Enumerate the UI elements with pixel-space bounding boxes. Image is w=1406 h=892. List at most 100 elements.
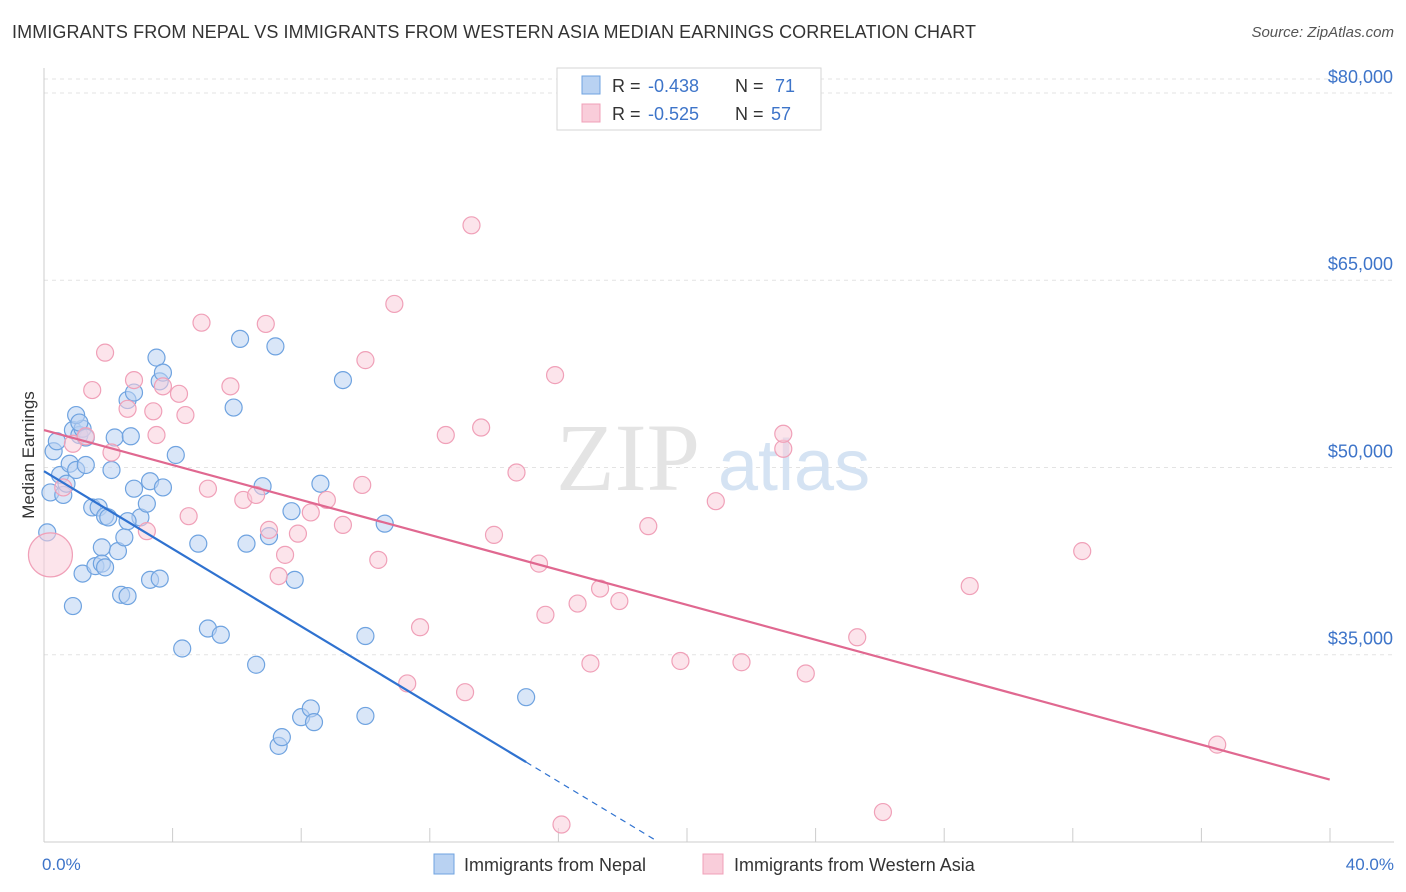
points-layer — [27, 216, 1227, 834]
point-nepal — [224, 398, 243, 417]
point-western-asia — [95, 343, 115, 362]
point-nepal — [304, 713, 324, 732]
point-western-asia — [169, 384, 189, 403]
point-western-asia — [118, 399, 137, 418]
point-western-asia — [153, 377, 173, 396]
point-nepal — [356, 626, 375, 646]
point-western-asia — [288, 524, 308, 543]
point-western-asia — [455, 683, 475, 702]
legend-n-value-nepal: 71 — [775, 76, 795, 96]
point-nepal — [230, 329, 250, 348]
point-western-asia — [410, 618, 430, 637]
point-western-asia — [356, 351, 375, 370]
legend-n-label-nepal: N = — [735, 76, 764, 96]
point-western-asia — [259, 520, 279, 540]
point-western-asia — [333, 515, 353, 535]
chart-source: Source: ZipAtlas.com — [1251, 24, 1394, 41]
point-nepal — [92, 538, 111, 557]
point-western-asia — [462, 216, 481, 235]
point-western-asia — [732, 653, 751, 672]
point-western-asia — [269, 566, 288, 586]
point-western-asia — [179, 507, 198, 526]
point-nepal — [266, 337, 285, 356]
legend-swatch-nepal — [581, 75, 601, 95]
legend-r-value-nepal: -0.438 — [648, 76, 699, 96]
series-legend-label-western-asia: Immigrants from Western Asia — [734, 855, 976, 875]
chart-title: IMMIGRANTS FROM NEPAL VS IMMIGRANTS FROM… — [12, 22, 977, 42]
point-western-asia — [192, 313, 211, 332]
watermark-zip: ZIP — [556, 404, 700, 511]
trend-layer — [43, 428, 1331, 841]
y-tick-label: $50,000 — [1328, 441, 1393, 461]
axes-layer — [43, 68, 1394, 843]
point-nepal — [282, 502, 301, 521]
point-western-asia — [774, 424, 793, 443]
point-western-asia — [848, 628, 867, 647]
point-western-asia — [275, 545, 295, 564]
point-western-asia — [671, 651, 690, 671]
point-western-asia — [536, 605, 555, 624]
point-nepal — [147, 348, 166, 367]
point-nepal — [118, 586, 137, 606]
y-axis-label: Median Earnings — [19, 391, 38, 519]
point-western-asia — [256, 314, 275, 334]
point-western-asia — [507, 463, 526, 482]
trend-line-western-asia — [43, 428, 1331, 781]
trend-line-nepal — [43, 470, 527, 764]
legend-box: R = -0.438 N = 71 R = -0.525 N = 57 — [556, 67, 822, 131]
legend-r-label-nepal: R = — [612, 76, 641, 96]
point-western-asia — [472, 418, 491, 437]
point-western-asia — [198, 479, 218, 498]
point-nepal — [99, 508, 118, 527]
legend-n-label-western-asia: N = — [735, 104, 764, 124]
point-nepal — [150, 569, 169, 588]
grid-layer — [44, 78, 1394, 656]
point-western-asia — [796, 664, 815, 683]
x-tick-label-min: 0.0% — [42, 855, 81, 874]
point-western-asia — [436, 425, 455, 445]
ticks-layer: $35,000 $50,000 $65,000 $80,000 — [43, 67, 1393, 842]
y-tick-label: $80,000 — [1328, 67, 1393, 87]
point-nepal — [173, 639, 192, 658]
point-nepal — [311, 474, 330, 493]
point-western-asia — [83, 380, 102, 400]
point-western-asia — [317, 490, 336, 510]
point-nepal — [272, 728, 291, 747]
point-western-asia — [221, 377, 240, 396]
watermark-atlas: atlas — [718, 426, 870, 506]
point-western-asia — [353, 475, 372, 495]
point-western-asia — [706, 492, 725, 511]
point-western-asia — [610, 591, 629, 611]
point-nepal — [517, 688, 536, 707]
point-nepal — [285, 570, 304, 589]
point-nepal — [137, 494, 156, 513]
point-nepal — [76, 455, 95, 475]
point-western-asia — [545, 366, 565, 385]
point-western-asia — [568, 594, 587, 613]
point-nepal — [153, 478, 173, 497]
point-nepal — [105, 428, 124, 447]
watermark: ZIP atlas — [556, 404, 870, 511]
series-legend-label-nepal: Immigrants from Nepal — [464, 855, 646, 875]
point-western-asia — [639, 517, 658, 536]
point-nepal — [237, 534, 256, 553]
point-western-asia-large — [27, 532, 74, 578]
point-western-asia — [581, 654, 600, 673]
trend-line-nepal-extension — [525, 761, 656, 841]
point-nepal — [247, 655, 266, 674]
point-nepal — [115, 528, 134, 547]
legend-r-value-western-asia: -0.525 — [648, 104, 699, 124]
point-western-asia — [247, 485, 266, 505]
point-nepal — [356, 706, 375, 726]
legend-swatch-western-asia — [581, 103, 601, 123]
series-legend-swatch-western-asia — [702, 853, 724, 875]
point-western-asia — [369, 550, 388, 569]
y-tick-label: $65,000 — [1328, 254, 1393, 274]
point-nepal — [211, 625, 230, 644]
point-western-asia — [124, 370, 144, 390]
point-western-asia — [873, 802, 893, 822]
point-western-asia — [301, 503, 320, 522]
point-nepal — [95, 558, 115, 577]
point-western-asia — [552, 815, 571, 834]
